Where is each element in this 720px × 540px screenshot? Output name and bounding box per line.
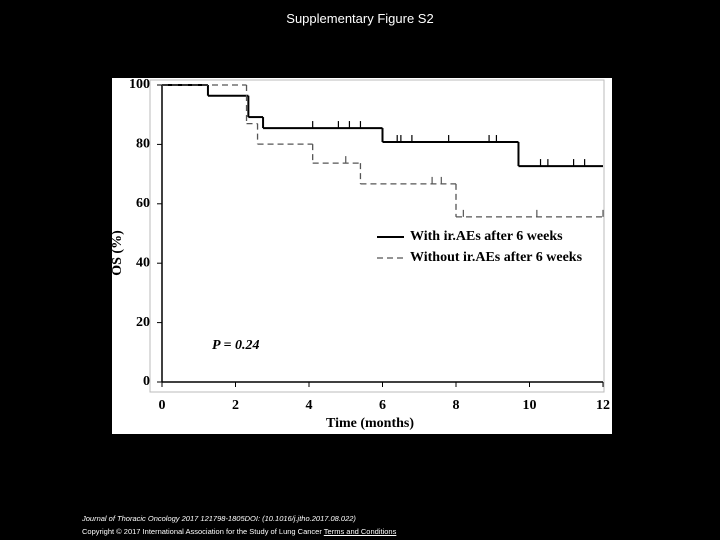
x-tick-label: 12 xyxy=(596,398,610,413)
y-tick-label: 80 xyxy=(136,137,150,152)
x-tick-label: 0 xyxy=(159,398,166,413)
x-tick-label: 10 xyxy=(523,398,537,413)
slide-title: Supplementary Figure S2 xyxy=(286,11,434,26)
terms-link[interactable]: Terms and Conditions xyxy=(323,527,397,536)
plot-frame xyxy=(149,79,605,393)
y-tick-label: 20 xyxy=(136,315,150,330)
p-value: P = 0.24 xyxy=(212,338,260,353)
y-tick-label: 60 xyxy=(136,196,150,211)
citation: Journal of Thoracic Oncology 2017 121798… xyxy=(82,514,356,523)
x-axis-label: Time (months) xyxy=(326,416,414,431)
y-axis-label: OS (%) xyxy=(112,230,125,276)
copyright-line: Copyright © 2017 International Associati… xyxy=(82,527,396,536)
legend-label: With ir.AEs after 6 weeks xyxy=(410,229,563,244)
chart-background xyxy=(112,78,612,434)
x-tick-label: 2 xyxy=(232,398,239,413)
copyright: Copyright © 2017 International Associati… xyxy=(82,527,322,536)
x-tick-label: 4 xyxy=(306,398,313,413)
legend-label: Without ir.AEs after 6 weeks xyxy=(410,250,583,265)
y-tick-label: 40 xyxy=(136,255,150,270)
chart: OS (%) Time (months) P = 0.24 0204060801… xyxy=(112,78,612,434)
y-tick-label: 100 xyxy=(129,78,150,92)
x-tick-label: 8 xyxy=(453,398,460,413)
x-tick-label: 6 xyxy=(379,398,386,413)
y-tick-label: 0 xyxy=(143,374,150,389)
